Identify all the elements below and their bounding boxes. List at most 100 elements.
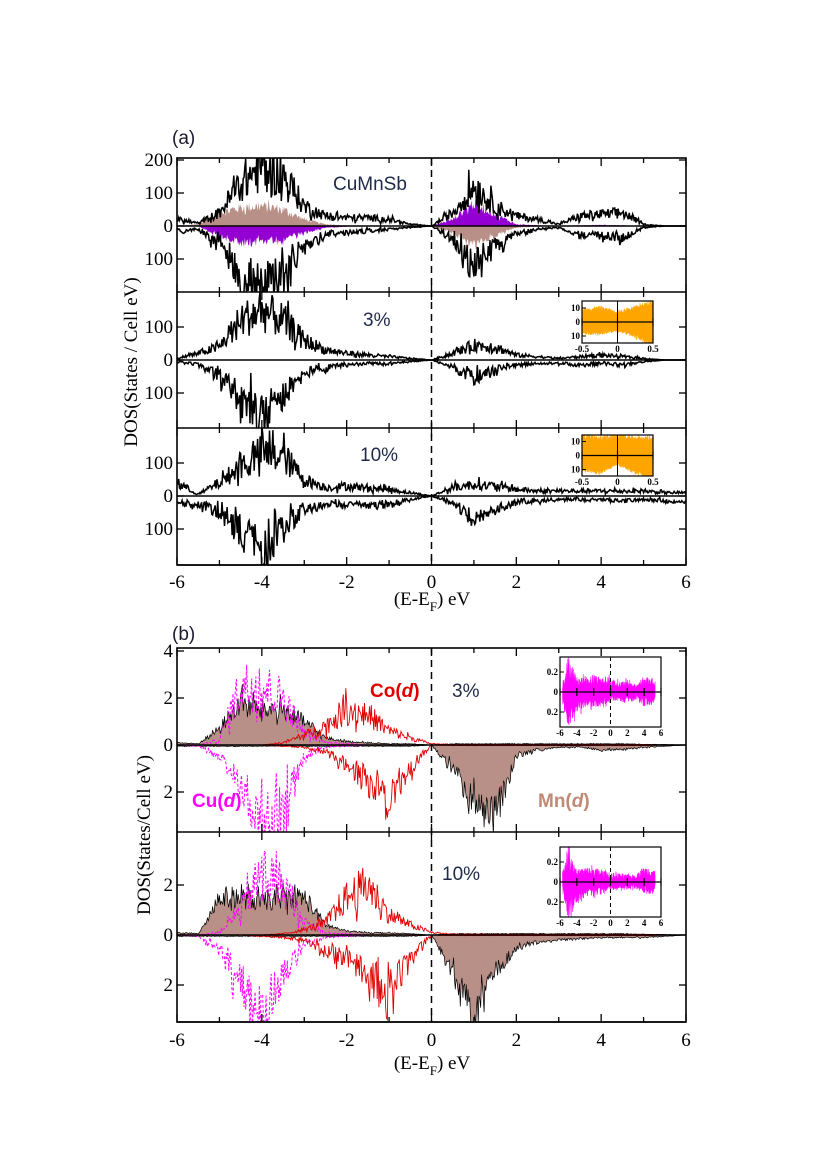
- y-tick-label: 100: [145, 453, 174, 474]
- legend-co-orbital: d: [402, 681, 414, 702]
- legend-co-text: Co(: [370, 681, 402, 702]
- legend-mn-text: Mn(: [538, 791, 572, 812]
- x-tick-label: 4: [596, 1030, 606, 1051]
- inset-dos-fill: [562, 657, 656, 725]
- y-tick-label: 2: [164, 782, 174, 803]
- panel-a-ylabel: DOS(States / Cell eV): [121, 277, 142, 446]
- y-tick-label: 0: [164, 735, 174, 756]
- subpanel-label-10pct: 10%: [360, 445, 398, 466]
- legend-cu-orbital: d: [224, 791, 236, 812]
- inset-3%: -0.5 0 0.5 10 0 10: [571, 300, 659, 354]
- inset-x-tick-label: -0.5: [575, 477, 590, 487]
- inset-y-tick-label: 0: [554, 687, 559, 697]
- subpanel-label-3pct: 3%: [363, 310, 391, 331]
- inset-x-tick-label: -4: [573, 728, 581, 738]
- xlabel-unit: ) eV: [437, 1053, 471, 1074]
- xlabel-main: (E-E: [394, 1053, 430, 1074]
- y-tick-label: 2: [164, 975, 174, 996]
- inset-10%: -6 -4 -2 0 2 4 6 0.2 0 0.2: [547, 846, 664, 928]
- y-tick-label: 100: [145, 249, 174, 270]
- x-tick-label: -6: [169, 572, 185, 593]
- inset-y-tick-label: 0: [554, 877, 559, 887]
- inset-y-tick-label: 10: [571, 437, 581, 447]
- panel-a-label: (a): [172, 128, 195, 149]
- series-mn-up-fill: [177, 198, 686, 226]
- x-tick-label: 0: [427, 572, 437, 593]
- y-tick-label: 100: [145, 183, 174, 204]
- x-tick-label: -6: [169, 1030, 185, 1051]
- x-tick-label: -4: [254, 1030, 270, 1051]
- y-tick-label: 0: [164, 925, 174, 946]
- legend-co-close: ): [413, 681, 419, 702]
- y-tick-label: 100: [145, 519, 174, 540]
- legend-mn-close: ): [583, 791, 589, 812]
- inset-10%: -0.5 0 0.5 10 0 10: [571, 434, 659, 487]
- legend-cu-text: Cu(: [192, 791, 224, 812]
- legend-cu-d: Cu(d): [192, 791, 242, 812]
- inset-x-tick-label: 0: [615, 344, 620, 354]
- plot-frame: [176, 157, 687, 566]
- inset-x-tick-label: 2: [625, 728, 630, 738]
- y-tick-label: 200: [145, 150, 174, 171]
- inset-x-tick-label: -2: [590, 728, 598, 738]
- inset-x-tick-label: 6: [659, 728, 664, 738]
- inset-x-tick-label: 0: [615, 477, 620, 487]
- y-tick-label: 0: [164, 486, 174, 507]
- x-tick-label: 2: [512, 572, 522, 593]
- inset-x-tick-label: 0: [608, 728, 613, 738]
- series-mnd-down-fill: [177, 744, 686, 832]
- x-tick-label: 4: [596, 572, 606, 593]
- x-tick-label: -4: [254, 572, 270, 593]
- inset-x-tick-label: 0.5: [647, 344, 659, 354]
- xlabel-unit: ) eV: [437, 589, 471, 610]
- x-tick-label: -2: [339, 572, 355, 593]
- subpanel-label-b-10pct: 10%: [442, 864, 480, 885]
- inset-x-tick-label: -6: [556, 918, 564, 928]
- y-tick-label: 100: [145, 383, 174, 404]
- inset-3%: -6 -4 -2 0 2 4 6 0.2 0 0.2: [547, 656, 664, 738]
- panel-b: 4 2 0 2 -6 -4 -2 0 2 4 6 0.2 0 0.2 2 0 2 -6 -4 -2 0 2 4 6 0.2 0 0.…: [164, 641, 691, 1051]
- x-tick-label: 0: [427, 1030, 437, 1051]
- y-tick-label: 0: [164, 350, 174, 371]
- inset-y-tick-label: 10: [571, 465, 581, 475]
- inset-y-tick-label: 0.2: [547, 667, 559, 677]
- xlabel-main: (E-E: [394, 589, 430, 610]
- xlabel-sub: F: [430, 1063, 437, 1078]
- subpanel-label-b-3pct: 3%: [452, 681, 480, 702]
- y-tick-label: 4: [164, 641, 174, 662]
- panel-b-ylabel: DOS(States/Cell eV): [134, 755, 155, 915]
- legend-mn-orbital: d: [572, 791, 584, 812]
- plot-frame: [176, 647, 687, 1023]
- y-tick-label: 2: [164, 875, 174, 896]
- inset-y-tick-label: 10: [571, 331, 581, 341]
- inset-y-tick-label: 10: [571, 303, 581, 313]
- legend-mn-d: Mn(d): [538, 791, 590, 812]
- inset-x-tick-label: -2: [590, 918, 598, 928]
- x-tick-label: 6: [681, 1030, 691, 1051]
- y-tick-label: 0: [164, 216, 174, 237]
- legend-co-d: Co(d): [370, 681, 420, 702]
- inset-y-tick-label: 0.2: [547, 897, 559, 907]
- panel-b-label: (b): [172, 624, 195, 645]
- legend-cu-close: ): [235, 791, 241, 812]
- inset-x-tick-label: 4: [642, 728, 647, 738]
- y-tick-label: 2: [164, 688, 174, 709]
- x-tick-label: -2: [339, 1030, 355, 1051]
- panel-a-xlabel: (E-EF) eV: [394, 589, 471, 614]
- inset-x-tick-label: 6: [659, 918, 664, 928]
- inset-y-tick-label: 0: [576, 451, 581, 461]
- inset-y-tick-label: 0.2: [547, 707, 559, 717]
- inset-x-tick-label: -0.5: [575, 344, 590, 354]
- x-tick-label: 6: [681, 572, 691, 593]
- inset-x-tick-label: 0: [608, 918, 613, 928]
- inset-y-tick-label: 0.2: [547, 857, 559, 867]
- subpanel-label-cumnsb: CuMnSb: [333, 174, 407, 195]
- inset-x-tick-label: -6: [556, 728, 564, 738]
- inset-y-tick-label: 0: [576, 317, 581, 327]
- inset-x-tick-label: 4: [642, 918, 647, 928]
- x-tick-label: 2: [512, 1030, 522, 1051]
- series-other-down-fill: [177, 226, 686, 247]
- inset-x-tick-label: -4: [573, 918, 581, 928]
